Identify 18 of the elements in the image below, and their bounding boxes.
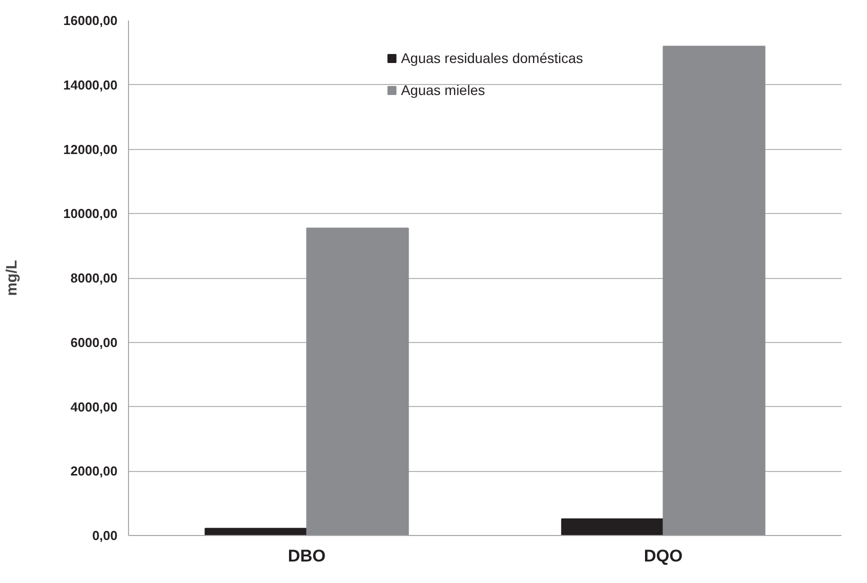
y-tick-label: 14000,00 xyxy=(63,77,118,92)
y-tick-label: 12000,00 xyxy=(63,142,118,157)
legend-label: Aguas mieles xyxy=(400,82,485,98)
x-tick-label: DQO xyxy=(644,546,683,566)
y-tick-label: 0,00 xyxy=(92,528,118,543)
y-tick-label: 16000,00 xyxy=(63,13,118,28)
x-tick-label: DBO xyxy=(288,546,326,566)
legend-label: Aguas residuales domésticas xyxy=(400,50,584,66)
y-tick-label: 2000,00 xyxy=(70,464,118,479)
y-tick-label: 8000,00 xyxy=(70,270,118,286)
bar xyxy=(204,528,308,536)
y-tick-label: 6000,00 xyxy=(70,334,118,350)
bar xyxy=(662,46,766,536)
bar xyxy=(561,518,664,536)
y-tick-label: 10000,00 xyxy=(63,206,118,222)
bar xyxy=(306,228,409,536)
y-axis-title: mg/L xyxy=(3,260,20,296)
y-tick-label: 4000,00 xyxy=(70,399,118,414)
